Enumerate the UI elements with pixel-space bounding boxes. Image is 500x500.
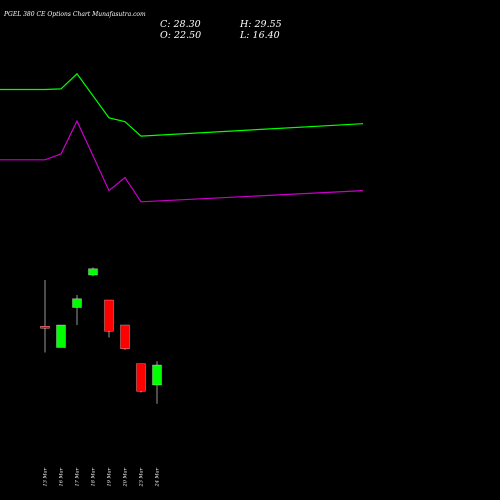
- candle: [152, 361, 162, 404]
- date-label: 24 Mar: [155, 467, 161, 487]
- candlesticks: [40, 267, 162, 404]
- candle-body: [40, 326, 50, 329]
- date-label: 20 Mar: [123, 467, 129, 487]
- candle-body: [120, 324, 130, 349]
- date-label: 23 Mar: [139, 467, 145, 487]
- date-label: 13 Mar: [43, 467, 49, 486]
- candle: [120, 324, 130, 350]
- candle-body: [56, 324, 66, 348]
- band-lines: [0, 72, 364, 203]
- candle-body: [72, 298, 82, 308]
- open-value: O: 22.50: [160, 30, 201, 41]
- candle: [40, 280, 50, 353]
- date-label: 17 Mar: [75, 467, 81, 486]
- candle-body: [136, 363, 146, 392]
- candle: [104, 299, 114, 338]
- candle-body: [88, 268, 98, 276]
- lower-band-line: [0, 119, 364, 203]
- date-label: 18 Mar: [91, 467, 97, 486]
- candle: [136, 363, 146, 393]
- candle: [56, 324, 66, 348]
- close-value: C: 28.30: [160, 19, 201, 30]
- candle-body: [152, 364, 162, 386]
- low-value: L: 16.40: [239, 30, 280, 41]
- candle-body: [104, 299, 114, 332]
- candle: [72, 295, 82, 325]
- date-axis-labels: 13 Mar 16 Mar 17 Mar 18 Mar 19 Mar 20 Mar 23 M…: [43, 467, 161, 487]
- upper-band-line: [0, 72, 364, 137]
- date-label: 16 Mar: [59, 467, 65, 486]
- date-label: 19 Mar: [107, 467, 113, 486]
- high-value: H: 29.55: [239, 19, 282, 30]
- chart-title: PGEL 380 CE Options Chart Munafasutra.co…: [3, 11, 146, 18]
- candle: [88, 267, 98, 277]
